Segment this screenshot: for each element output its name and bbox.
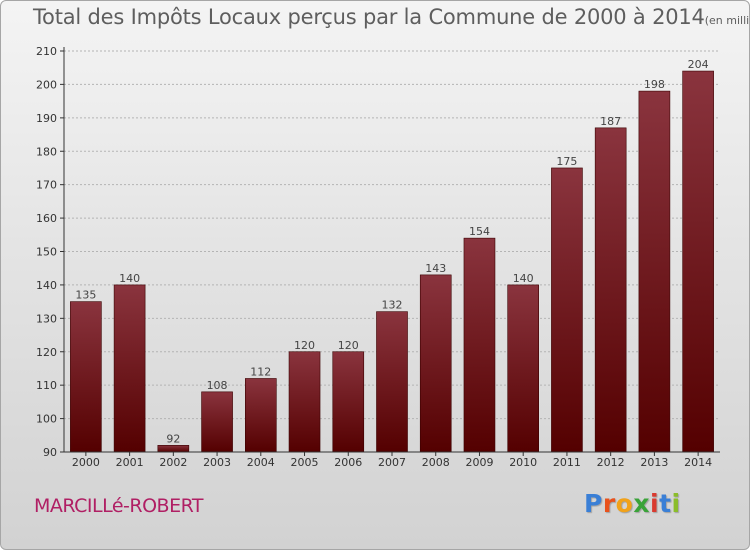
labels: 90 100 110 120 130 140 150 160 170 180 190 200 210 13… <box>36 45 712 469</box>
bar-2007 <box>376 311 408 453</box>
value-label-2002: 92 <box>166 432 180 445</box>
y-tick-label: 160 <box>36 212 57 225</box>
bar-2000 <box>70 301 102 453</box>
value-label-2006: 120 <box>338 339 359 352</box>
y-tick-label: 200 <box>36 78 57 91</box>
x-tick-label-2009: 2009 <box>465 456 493 469</box>
chart-title-main: Total des Impôts Locaux perçus par la Co… <box>33 5 705 29</box>
value-label-2000: 135 <box>75 289 96 302</box>
bar-2012 <box>594 127 627 453</box>
x-tick-label-2003: 2003 <box>203 456 231 469</box>
value-label-2013: 198 <box>644 78 665 91</box>
bar-2010 <box>507 284 540 453</box>
y-tick-label: 180 <box>36 145 57 158</box>
bar-2009 <box>463 237 496 453</box>
x-tick-label-2008: 2008 <box>422 456 450 469</box>
value-label-2004: 112 <box>250 365 271 378</box>
commune-name: MARCILLé-ROBERT <box>34 495 204 517</box>
bar-2014 <box>682 70 714 453</box>
y-tick-label: 170 <box>36 179 57 192</box>
y-tick-label: 90 <box>43 446 57 459</box>
x-tick-label-2006: 2006 <box>334 456 362 469</box>
bar-2011 <box>551 167 583 453</box>
x-tick-label-2004: 2004 <box>247 456 275 469</box>
value-label-2003: 108 <box>207 379 228 392</box>
x-tick-label-2001: 2001 <box>116 456 144 469</box>
proxiti-logo: Proxiti <box>584 489 681 518</box>
x-tick-label-2013: 2013 <box>640 456 668 469</box>
chart-title: Total des Impôts Locaux perçus par la Co… <box>33 5 750 29</box>
bar-2008 <box>419 274 452 453</box>
x-tick-label-2007: 2007 <box>378 456 406 469</box>
y-tick-label: 100 <box>36 413 57 426</box>
bar-2001 <box>113 284 146 453</box>
bar-2003 <box>201 391 233 453</box>
value-label-2001: 140 <box>119 272 140 285</box>
y-tick-label: 150 <box>36 246 57 259</box>
value-label-2010: 140 <box>513 272 534 285</box>
y-tick-label: 190 <box>36 112 57 125</box>
value-label-2009: 154 <box>469 225 490 238</box>
bars <box>70 70 714 453</box>
x-tick-label-2000: 2000 <box>72 456 100 469</box>
bar-2004 <box>245 378 277 453</box>
value-label-2005: 120 <box>294 339 315 352</box>
x-tick-label-2005: 2005 <box>291 456 319 469</box>
x-tick-label-2011: 2011 <box>553 456 581 469</box>
y-tick-label: 140 <box>36 279 57 292</box>
x-tick-label-2010: 2010 <box>509 456 537 469</box>
bar-2013 <box>638 90 671 453</box>
y-tick-label: 120 <box>36 346 57 359</box>
value-label-2012: 187 <box>600 115 621 128</box>
bar-2002 <box>157 445 190 453</box>
bar-2005 <box>288 351 321 453</box>
value-label-2011: 175 <box>556 155 577 168</box>
y-tick-label: 210 <box>36 45 57 58</box>
y-tick-label: 110 <box>36 379 57 392</box>
value-label-2007: 132 <box>382 299 403 312</box>
bar-2006 <box>332 351 365 453</box>
x-tick-label-2014: 2014 <box>684 456 712 469</box>
axes <box>60 47 720 456</box>
chart-unit-note: (en milliers d'€) <box>704 14 750 27</box>
value-label-2008: 143 <box>425 262 446 275</box>
y-tick-label: 130 <box>36 312 57 325</box>
value-label-2014: 204 <box>688 58 709 71</box>
x-tick-label-2002: 2002 <box>159 456 187 469</box>
x-tick-label-2012: 2012 <box>597 456 625 469</box>
